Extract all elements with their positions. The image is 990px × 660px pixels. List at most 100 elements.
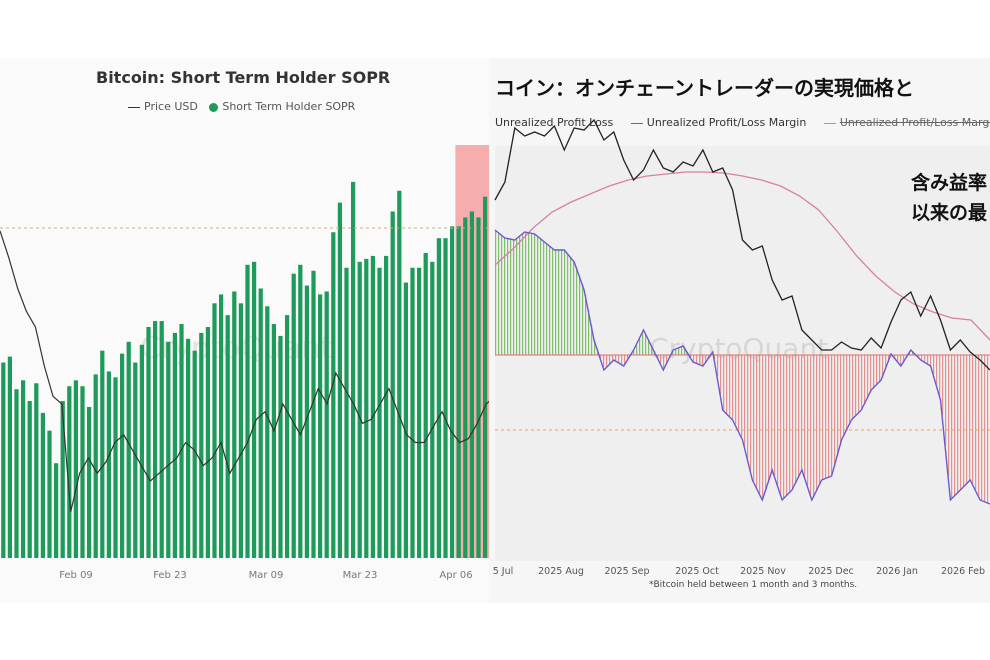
upl-fill-bar bbox=[801, 355, 803, 472]
upl-fill-bar bbox=[933, 355, 935, 375]
upl-fill-bar bbox=[723, 355, 725, 411]
upl-fill-bar bbox=[873, 355, 875, 389]
sopr-bar bbox=[20, 380, 26, 558]
upl-fill-bar bbox=[543, 240, 545, 355]
upl-fill-bar bbox=[648, 339, 650, 355]
legend-item-price: Price USD bbox=[128, 100, 198, 113]
upl-fill-bar bbox=[843, 355, 845, 437]
sopr-bar bbox=[166, 341, 171, 558]
upl-fill-bar bbox=[837, 355, 839, 457]
upl-fill-bar bbox=[720, 355, 722, 395]
upl-fill-bar bbox=[522, 234, 524, 355]
upl-fill-bar bbox=[507, 238, 509, 355]
upl-fill-bar bbox=[756, 355, 758, 488]
price-line bbox=[494, 118, 990, 371]
sopr-bar bbox=[291, 273, 296, 558]
sopr-bar bbox=[172, 332, 178, 558]
upl-fill-bar bbox=[831, 355, 833, 477]
ema-line bbox=[494, 171, 990, 341]
price-line-group bbox=[0, 230, 495, 512]
legend-item-ema: Unrealized Profit/Loss Margin-EMA bbox=[823, 116, 990, 129]
upl-fill-bar bbox=[525, 232, 527, 355]
upl-fill-bar bbox=[771, 355, 773, 474]
sopr-bar bbox=[416, 267, 422, 558]
upl-fill-bar bbox=[570, 256, 572, 355]
upl-fill-bar bbox=[750, 355, 752, 471]
upl-fill-bar bbox=[588, 309, 590, 355]
upl-fill-bar bbox=[765, 355, 767, 492]
upl-fill-bar bbox=[846, 355, 848, 431]
upl-fill-bar bbox=[747, 355, 749, 459]
upl-fill-bar bbox=[924, 355, 926, 362]
upl-fill-bar bbox=[876, 355, 878, 386]
upl-fill-bar bbox=[579, 275, 581, 355]
upl-fill-bar bbox=[816, 355, 818, 492]
sopr-bar bbox=[449, 226, 455, 559]
upl-fill-bar bbox=[894, 355, 896, 358]
upl-fill-bar bbox=[738, 355, 740, 431]
sopr-bar bbox=[324, 291, 329, 558]
x-tick-label: 2026 Jan bbox=[876, 566, 918, 577]
sopr-bar bbox=[311, 270, 316, 558]
upl-fill-bar bbox=[798, 355, 800, 478]
annotation-text: 含み益率 以来の最 bbox=[911, 168, 987, 228]
upl-fill-bar bbox=[879, 355, 881, 383]
x-tick-label: 2025 Dec bbox=[808, 566, 854, 577]
upl-fill-bar bbox=[627, 355, 629, 361]
upl-fill-bar bbox=[717, 355, 719, 377]
upl-fill-bar bbox=[690, 355, 692, 358]
sopr-bar bbox=[271, 324, 277, 558]
sopr-bar bbox=[298, 264, 303, 558]
sopr-bar bbox=[139, 344, 145, 558]
upl-fill-bar bbox=[636, 345, 638, 355]
upl-fill-bar bbox=[984, 355, 986, 502]
sopr-bar bbox=[27, 401, 32, 558]
upl-fill-bar bbox=[861, 355, 863, 411]
upl-fill-bar bbox=[591, 324, 593, 355]
upl-fill-bar bbox=[972, 355, 974, 484]
upl-fill-bar bbox=[513, 239, 515, 355]
upl-fill-bar bbox=[657, 355, 659, 358]
left-chart-panel: Bitcoin: Short Term Holder SOPR Price US… bbox=[0, 58, 495, 603]
sopr-bar bbox=[7, 356, 13, 558]
sopr-dot-swatch bbox=[209, 102, 219, 112]
upl-fill-bar bbox=[912, 351, 914, 355]
sopr-bar bbox=[80, 386, 85, 558]
upl-fill-bar bbox=[537, 235, 539, 355]
sopr-bar bbox=[317, 294, 323, 558]
upl-fill-bar bbox=[573, 260, 575, 355]
upl-fill-bar bbox=[714, 355, 716, 360]
sopr-bars bbox=[1, 181, 494, 559]
upl-fill-bar bbox=[828, 355, 830, 478]
upl-fill-bar bbox=[822, 355, 824, 480]
upl-fill-bar bbox=[963, 355, 965, 488]
upl-fill-bar bbox=[567, 253, 569, 355]
upl-fill-bar bbox=[918, 355, 920, 358]
upl-fill-bar bbox=[864, 355, 866, 405]
sopr-bar bbox=[436, 238, 442, 558]
x-tick-label: 2025 Nov bbox=[740, 566, 786, 577]
sopr-bar bbox=[258, 288, 263, 558]
upl-fill-bar bbox=[759, 355, 761, 494]
upl-fill-bar bbox=[696, 355, 698, 364]
upl-fill-bar bbox=[684, 347, 686, 355]
x-tick-label: 2025 Oct bbox=[675, 566, 719, 577]
upl-fill-bar bbox=[858, 355, 860, 414]
upl-fill-bar bbox=[735, 355, 737, 425]
upl-fill-bar bbox=[564, 250, 566, 355]
upl-fill-bar bbox=[558, 250, 560, 355]
upl-fill-bar bbox=[810, 355, 812, 495]
upl-fill-bar bbox=[795, 355, 797, 484]
sopr-bar bbox=[100, 350, 105, 558]
left-chart-title: Bitcoin: Short Term Holder SOPR bbox=[96, 68, 391, 87]
ema-line-swatch bbox=[823, 122, 836, 124]
x-tick-label: 5 Jul bbox=[493, 566, 514, 577]
upl-fill-bar bbox=[504, 237, 506, 355]
upl-fill-bar bbox=[957, 355, 959, 494]
upl-fill-bar bbox=[702, 355, 704, 366]
sopr-bar bbox=[390, 211, 395, 558]
x-tick-label: 2025 Aug bbox=[538, 566, 584, 577]
upl-fill-bar bbox=[855, 355, 857, 417]
sopr-bar bbox=[106, 371, 112, 558]
